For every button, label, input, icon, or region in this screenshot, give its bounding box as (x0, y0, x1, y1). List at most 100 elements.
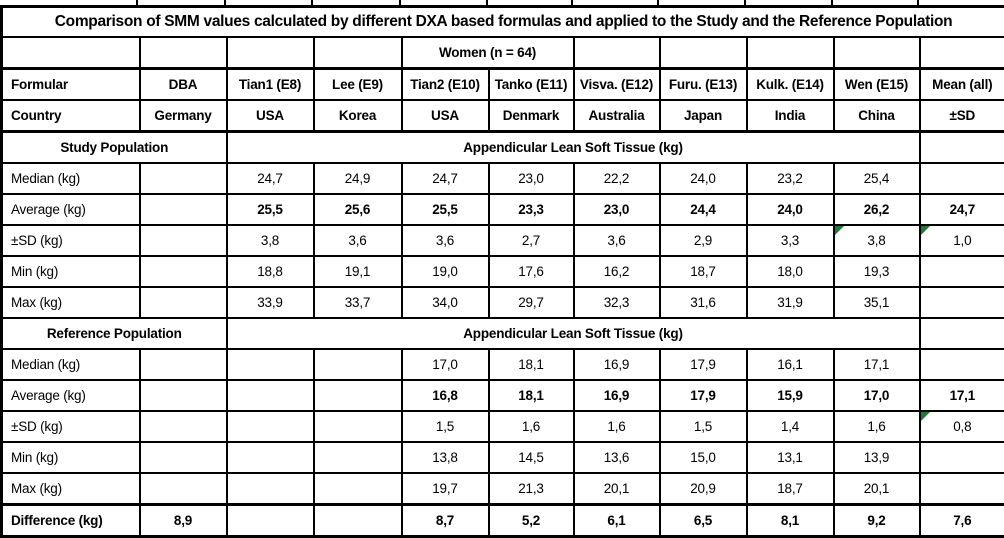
value-cell: 20,9 (660, 473, 747, 505)
value-cell: 3,6 (314, 225, 402, 256)
country-header: Denmark (489, 100, 574, 132)
value-cell: 17,0 (402, 349, 489, 380)
value-cell: 18,1 (489, 380, 574, 411)
value-cell: 19,1 (314, 256, 402, 287)
country-header-row: Country Germany USA Korea USA Denmark Au… (2, 100, 1004, 132)
row-reference-max: Max (kg) 19,7 21,3 20,1 20,9 18,7 20,1 (2, 473, 1004, 505)
measure-label: Appendicular Lean Soft Tissue (kg) (227, 132, 920, 164)
value-cell (227, 442, 314, 473)
value-cell (140, 163, 227, 194)
row-study-min: Min (kg) 18,8 19,1 19,0 17,6 16,2 18,7 1… (2, 256, 1004, 287)
country-header: USA (227, 100, 314, 132)
value-cell: 16,1 (747, 349, 834, 380)
row-label: ±SD (kg) (2, 411, 140, 442)
value-cell (314, 349, 402, 380)
country-header: ±SD (920, 100, 1004, 132)
value-cell: 19,0 (402, 256, 489, 287)
column-header: Wen (E15) (834, 69, 920, 101)
value-cell (314, 442, 402, 473)
value-cell (314, 505, 402, 537)
formula-header-row: Formular DBA Tian1 (E8) Lee (E9) Tian2 (… (2, 69, 1004, 101)
row-study-median: Median (kg) 24,7 24,9 24,7 23,0 22,2 24,… (2, 163, 1004, 194)
value-cell: 17,6 (489, 256, 574, 287)
value-cell: 20,1 (834, 473, 920, 505)
table-cell (140, 37, 227, 69)
value-cell: 25,4 (834, 163, 920, 194)
value-cell: 5,2 (489, 505, 574, 537)
row-label: Max (kg) (2, 473, 140, 505)
value-cell (920, 287, 1004, 318)
value-cell: 24,4 (660, 194, 747, 225)
value-cell: 13,6 (574, 442, 660, 473)
row-label: Median (kg) (2, 349, 140, 380)
table-cell (227, 37, 314, 69)
section-label: Reference Population (2, 318, 227, 349)
value-cell: 18,0 (747, 256, 834, 287)
country-header: Australia (574, 100, 660, 132)
gridline-tick (399, 0, 401, 5)
value-cell: 18,8 (227, 256, 314, 287)
value-cell: 24,9 (314, 163, 402, 194)
value-cell: 34,0 (402, 287, 489, 318)
value-cell (314, 411, 402, 442)
row-label: Difference (kg) (2, 505, 140, 537)
value-cell (140, 473, 227, 505)
value-cell: 6,5 (660, 505, 747, 537)
country-header: India (747, 100, 834, 132)
value-cell: 13,1 (747, 442, 834, 473)
value-cell: 1,6 (574, 411, 660, 442)
gridline-tick (831, 0, 833, 5)
row-label: Min (kg) (2, 256, 140, 287)
value-cell: 3,6 (402, 225, 489, 256)
value-cell: 14,5 (489, 442, 574, 473)
value-cell: 1,5 (660, 411, 747, 442)
column-header: Mean (all) (920, 69, 1004, 101)
gridline-tick (486, 0, 488, 5)
value-cell: 1,4 (747, 411, 834, 442)
value-cell (140, 349, 227, 380)
row-reference-average: Average (kg) 16,8 18,1 16,9 17,9 15,9 17… (2, 380, 1004, 411)
value-cell: 0,8 (920, 411, 1004, 442)
value-cell: 17,1 (834, 349, 920, 380)
value-cell: 35,1 (834, 287, 920, 318)
gridline-tick (224, 0, 226, 5)
row-label: ±SD (kg) (2, 225, 140, 256)
value-cell (140, 194, 227, 225)
value-cell: 3,3 (747, 225, 834, 256)
value-cell (920, 256, 1004, 287)
value-cell: 3,8 (227, 225, 314, 256)
row-label: Average (kg) (2, 380, 140, 411)
value-cell: 8,9 (140, 505, 227, 537)
row-reference-sd: ±SD (kg) 1,5 1,6 1,6 1,5 1,4 1,6 0,8 (2, 411, 1004, 442)
value-cell: 1,6 (489, 411, 574, 442)
table-cell (747, 37, 834, 69)
table-cell (834, 37, 920, 69)
value-cell: 22,2 (574, 163, 660, 194)
section-header-row-reference: Reference Population Appendicular Lean S… (2, 318, 1004, 349)
value-cell: 17,9 (660, 349, 747, 380)
row-difference: Difference (kg) 8,9 8,7 5,2 6,1 6,5 8,1 … (2, 505, 1004, 537)
value-cell: 16,8 (402, 380, 489, 411)
value-cell (920, 473, 1004, 505)
column-header: Tian2 (E10) (402, 69, 489, 101)
value-cell: 21,3 (489, 473, 574, 505)
value-cell (140, 225, 227, 256)
table-cell (660, 37, 747, 69)
value-cell: 17,1 (920, 380, 1004, 411)
value-cell (140, 256, 227, 287)
value-cell: 26,2 (834, 194, 920, 225)
value-cell: 19,7 (402, 473, 489, 505)
gridline-tick (657, 0, 659, 5)
value-cell: 25,5 (402, 194, 489, 225)
value-cell: 18,7 (747, 473, 834, 505)
table-cell (2, 37, 140, 69)
value-cell: 23,0 (489, 163, 574, 194)
value-cell (140, 411, 227, 442)
value-cell: 18,7 (660, 256, 747, 287)
section-header-row-study: Study Population Appendicular Lean Soft … (2, 132, 1004, 164)
excel-error-indicator-icon (835, 226, 844, 235)
value-cell: 19,3 (834, 256, 920, 287)
value-cell: 31,9 (747, 287, 834, 318)
gridline-tick (136, 0, 138, 5)
